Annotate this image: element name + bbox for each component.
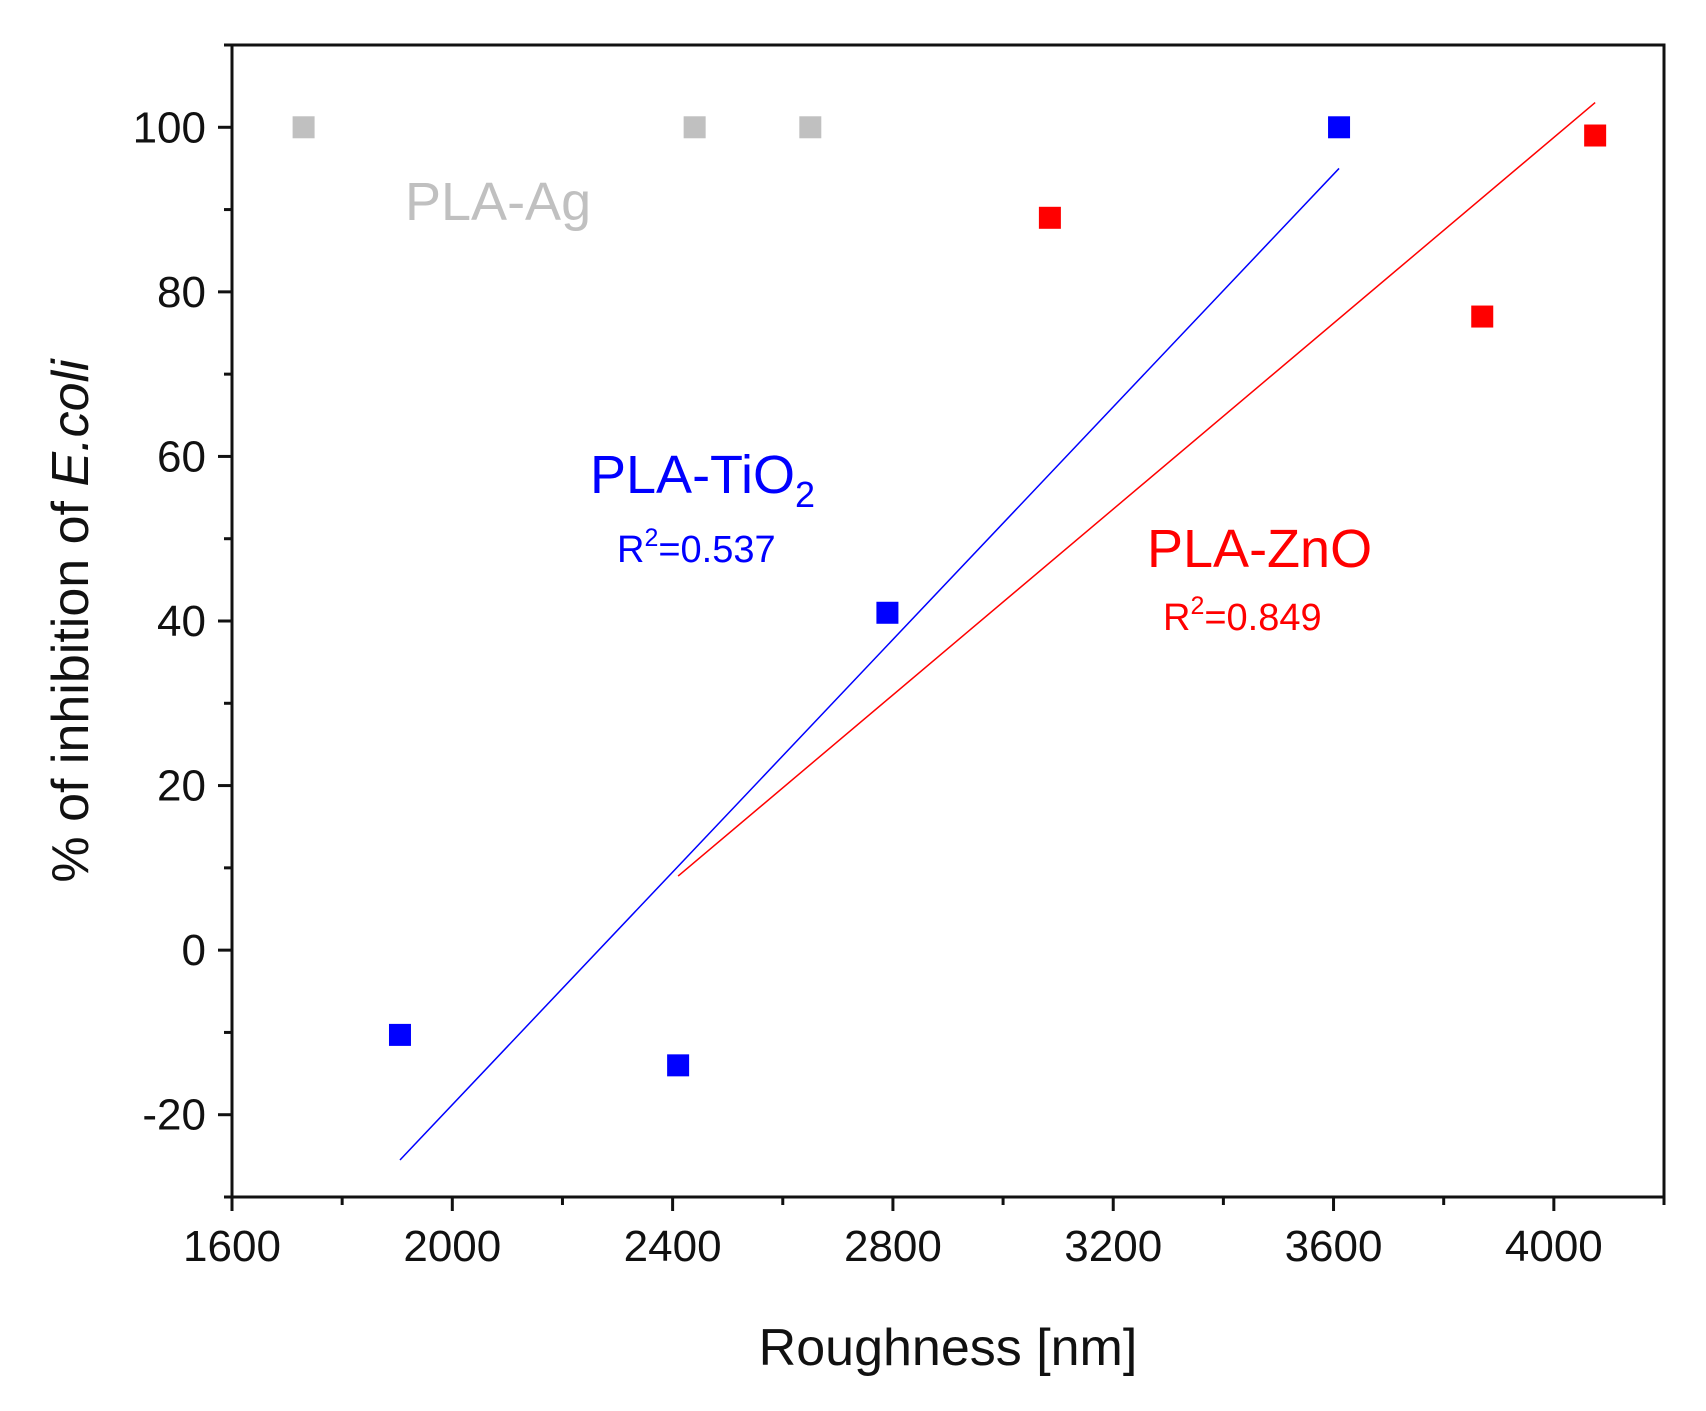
r2-pla-tio2: R2=0.537 <box>617 524 776 571</box>
y-axis-title: % of inhibition of E.coli <box>42 358 100 883</box>
y-tick-label: 20 <box>157 762 206 811</box>
data-point-pla-tio2 <box>667 1054 690 1077</box>
x-axis-title: Roughness [nm] <box>759 1319 1138 1377</box>
fit-lines <box>399 102 1596 1161</box>
data-point-pla-tio2 <box>388 1023 411 1046</box>
x-axis: 1600 2000 2400 2800 3200 3600 4000 <box>183 1197 1666 1271</box>
label-pla-tio2: PLA-TiO2 <box>590 445 815 515</box>
x-tick-label: 2800 <box>844 1222 942 1271</box>
y-tick-label: 40 <box>157 597 206 646</box>
x-tick-label: 2000 <box>403 1222 501 1271</box>
r2-pla-zno: R2=0.849 <box>1163 592 1322 639</box>
y-tick-label: 100 <box>133 103 206 152</box>
x-tick-label: 1600 <box>183 1222 281 1271</box>
fit-line-pla-tio2 <box>399 167 1340 1161</box>
data-point-pla-tio2 <box>1328 116 1351 139</box>
data-point-pla-tio2 <box>876 601 899 624</box>
y-tick-label: 0 <box>182 926 206 975</box>
data-point-pla-zno <box>1038 206 1061 229</box>
data-point-pla-ag <box>799 116 822 139</box>
y-axis: -20 0 20 40 60 80 100 <box>133 43 232 1199</box>
x-tick-label: 4000 <box>1505 1222 1603 1271</box>
fit-line-pla-zno <box>677 102 1596 877</box>
y-tick-label: -20 <box>142 1091 206 1140</box>
data-point-pla-ag <box>292 116 315 139</box>
x-tick-label: 3200 <box>1064 1222 1162 1271</box>
x-tick-label: 2400 <box>624 1222 722 1271</box>
label-pla-zno: PLA-ZnO <box>1147 519 1372 579</box>
data-point-pla-zno <box>1584 124 1607 147</box>
y-tick-label: 80 <box>157 268 206 317</box>
x-tick-label: 3600 <box>1285 1222 1383 1271</box>
data-point-pla-ag <box>683 116 706 139</box>
y-tick-label: 60 <box>157 432 206 481</box>
data-points <box>292 116 1607 1077</box>
label-pla-ag: PLA-Ag <box>405 172 591 232</box>
data-point-pla-zno <box>1471 305 1494 328</box>
